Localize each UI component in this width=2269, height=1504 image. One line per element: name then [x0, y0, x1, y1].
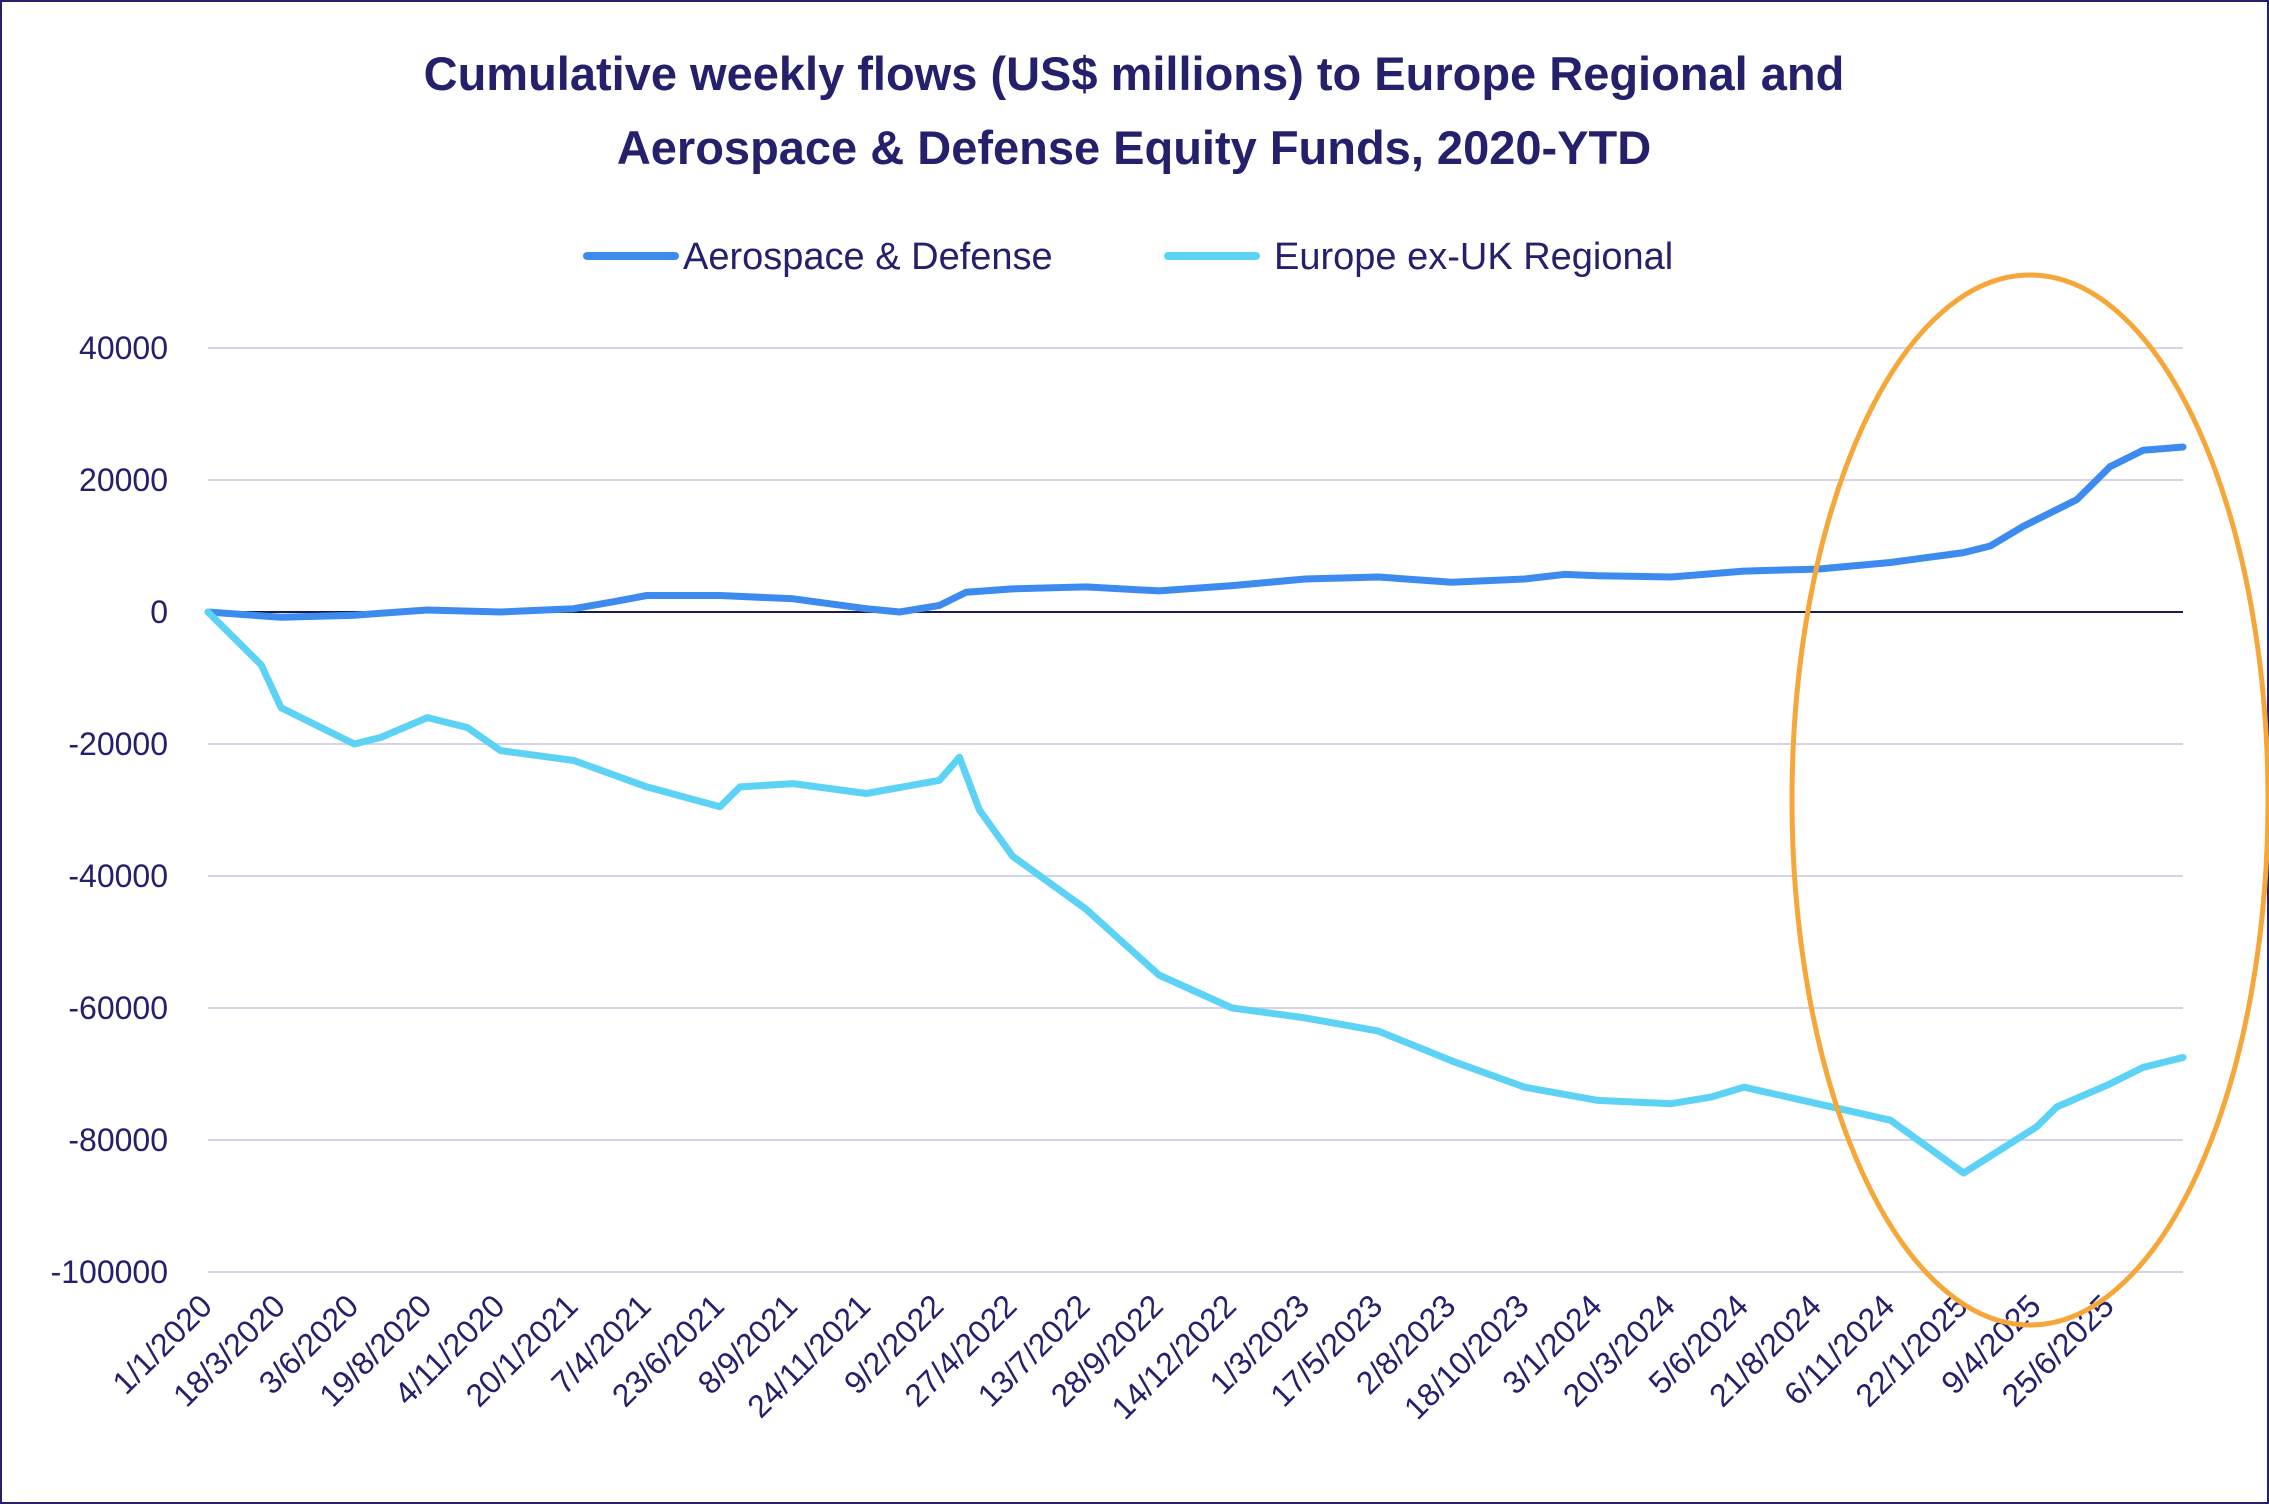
series-line-aerospace-defense	[204, 443, 2187, 621]
legend: Aerospace & Defense Europe ex-UK Regiona…	[583, 236, 1673, 278]
y-tick-label: -20000	[68, 726, 168, 762]
y-axis-tick-labels: 40000 20000 0 -20000 -40000 -60000 -80000 -1000…	[51, 330, 168, 1290]
legend-label-europe: Europe ex-UK Regional	[1274, 236, 1673, 278]
y-tick-label: -80000	[68, 1122, 168, 1158]
y-tick-label: -40000	[68, 858, 168, 894]
chart-title-line-1: Cumulative weekly flows (US$ millions) t…	[424, 47, 1845, 100]
chart-title-line-2: Aerospace & Defense Equity Funds, 2020-Y…	[617, 121, 1651, 174]
y-tick-label: 40000	[79, 330, 168, 366]
y-tick-label: -60000	[68, 990, 168, 1026]
x-axis-tick-labels: 1/1/202018/3/20203/6/202019/8/20204/11/2…	[105, 1287, 2120, 1426]
legend-label-aerospace: Aerospace & Defense	[683, 236, 1053, 278]
highlight-ellipse	[1789, 272, 2269, 1328]
data-series	[204, 443, 2187, 1177]
y-tick-label: 20000	[79, 462, 168, 498]
y-tick-label: 0	[150, 594, 168, 630]
y-tick-label: -100000	[51, 1254, 168, 1290]
gridlines	[208, 347, 2183, 1273]
series-line-europe-ex-uk-regional	[204, 608, 2187, 1177]
